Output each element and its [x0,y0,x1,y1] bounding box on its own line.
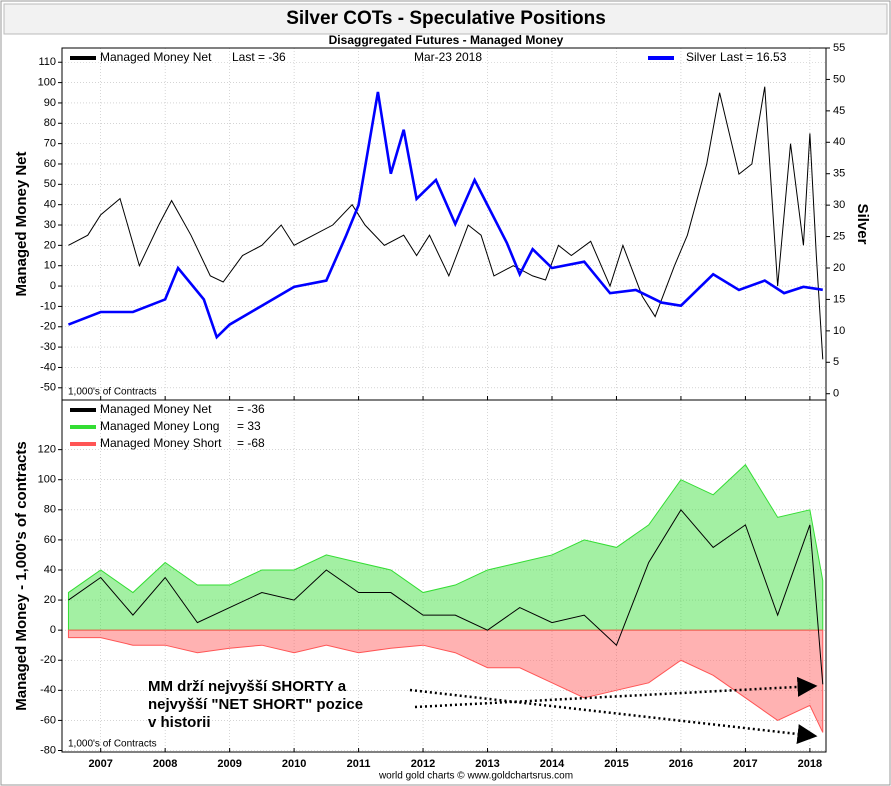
y2-tick-label: 0 [833,388,839,400]
x-tick-label: 2011 [347,758,371,770]
y-tick-label: -40 [40,361,56,373]
bottom-frame [61,399,827,753]
y-tick-label: 60 [44,534,56,546]
area [67,463,824,631]
y2-tick-label: 40 [833,136,845,148]
legend-value: = 33 [237,419,261,433]
y2-tick-label: 55 [833,42,845,54]
chart-title: Silver COTs - Speculative Positions [286,8,606,29]
x-tick-label: 2010 [282,758,306,770]
y-tick-label: -50 [40,382,56,394]
date-label: Mar-23 2018 [414,50,482,64]
y-tick-label: 70 [44,138,56,150]
y2-tick-label: 5 [833,356,839,368]
legend-value: Last = -36 [232,50,286,64]
y2-tick-label: 20 [833,262,845,274]
legend-label: Silver [686,50,716,64]
y2-tick-label: 15 [833,293,845,305]
y-tick-label: 20 [44,594,56,606]
y2-tick-label: 25 [833,230,845,242]
y-tick-label: 40 [44,199,56,211]
x-tick-label: 2017 [733,758,757,770]
legend-value: = -36 [237,402,265,416]
y-axis-title: Managed Money Net [13,151,30,296]
y-tick-label: -10 [40,300,56,312]
y-tick-label: 120 [38,444,56,456]
x-tick-label: 2007 [88,758,112,770]
title-bar [3,3,888,35]
x-tick-label: 2013 [475,758,499,770]
area [67,629,824,733]
legend-label: Managed Money Short [100,436,222,450]
plots: -50-40-30-20-100102030405060708090100110… [13,42,871,782]
y-tick-label: 60 [44,158,56,170]
y2-tick-label: 45 [833,105,845,117]
x-tick-label: 2012 [411,758,435,770]
x-tick-label: 2015 [604,758,628,770]
y-tick-label: 100 [38,474,56,486]
y-tick-label: 110 [38,56,56,68]
y-tick-label: -20 [40,654,56,666]
y-tick-label: 10 [44,260,56,272]
y2-tick-label: 10 [833,325,845,337]
legend-label: Managed Money Long [100,419,219,433]
y-tick-label: 80 [44,117,56,129]
annotation: MM drží nejvyšší SHORTY a [148,678,347,695]
legend-value: = -68 [237,436,265,450]
note: 1,000's of Contracts [68,387,157,398]
y-tick-label: -20 [40,321,56,333]
y2-tick-label: 35 [833,168,845,180]
y-tick-label: 0 [50,624,56,636]
x-tick-label: 2018 [798,758,822,770]
note: 1,000's of Contracts [68,739,157,750]
line [67,91,823,340]
legend-label: Managed Money Net [100,402,212,416]
legend-value: Last = 16.53 [720,50,787,64]
y-tick-label: 40 [44,564,56,576]
y-tick-label: 0 [50,280,56,292]
y-tick-label: -80 [40,744,56,756]
line [68,508,824,685]
y-tick-label: -30 [40,341,56,353]
y-axis-title: Managed Money - 1,000's of contracts [13,441,30,710]
annotation: nejvyšší "NET SHORT" pozice [148,696,363,713]
chart-subtitle: Disaggregated Futures - Managed Money [329,33,564,47]
y2-tick-label: 30 [833,199,845,211]
x-tick-label: 2009 [217,758,241,770]
y-tick-label: 50 [44,178,56,190]
annotation: v historii [148,714,211,731]
line [68,86,824,360]
arrow [414,676,818,709]
y2-tick-label: 50 [833,73,845,85]
y-tick-label: 100 [38,76,56,88]
x-tick-label: 2016 [669,758,693,770]
x-tick-label: 2014 [540,758,565,770]
y-tick-label: -60 [40,714,56,726]
legend-label: Managed Money Net [100,50,212,64]
x-tick-label: 2008 [153,758,177,770]
y-tick-label: 30 [44,219,56,231]
y-tick-label: 90 [44,97,56,109]
footer: world gold charts © www.goldchartsrus.co… [378,771,573,782]
y-tick-label: 80 [44,504,56,516]
y-tick-label: -40 [40,684,56,696]
y2-axis-title: Silver [854,204,871,245]
y-tick-label: 20 [44,239,56,251]
